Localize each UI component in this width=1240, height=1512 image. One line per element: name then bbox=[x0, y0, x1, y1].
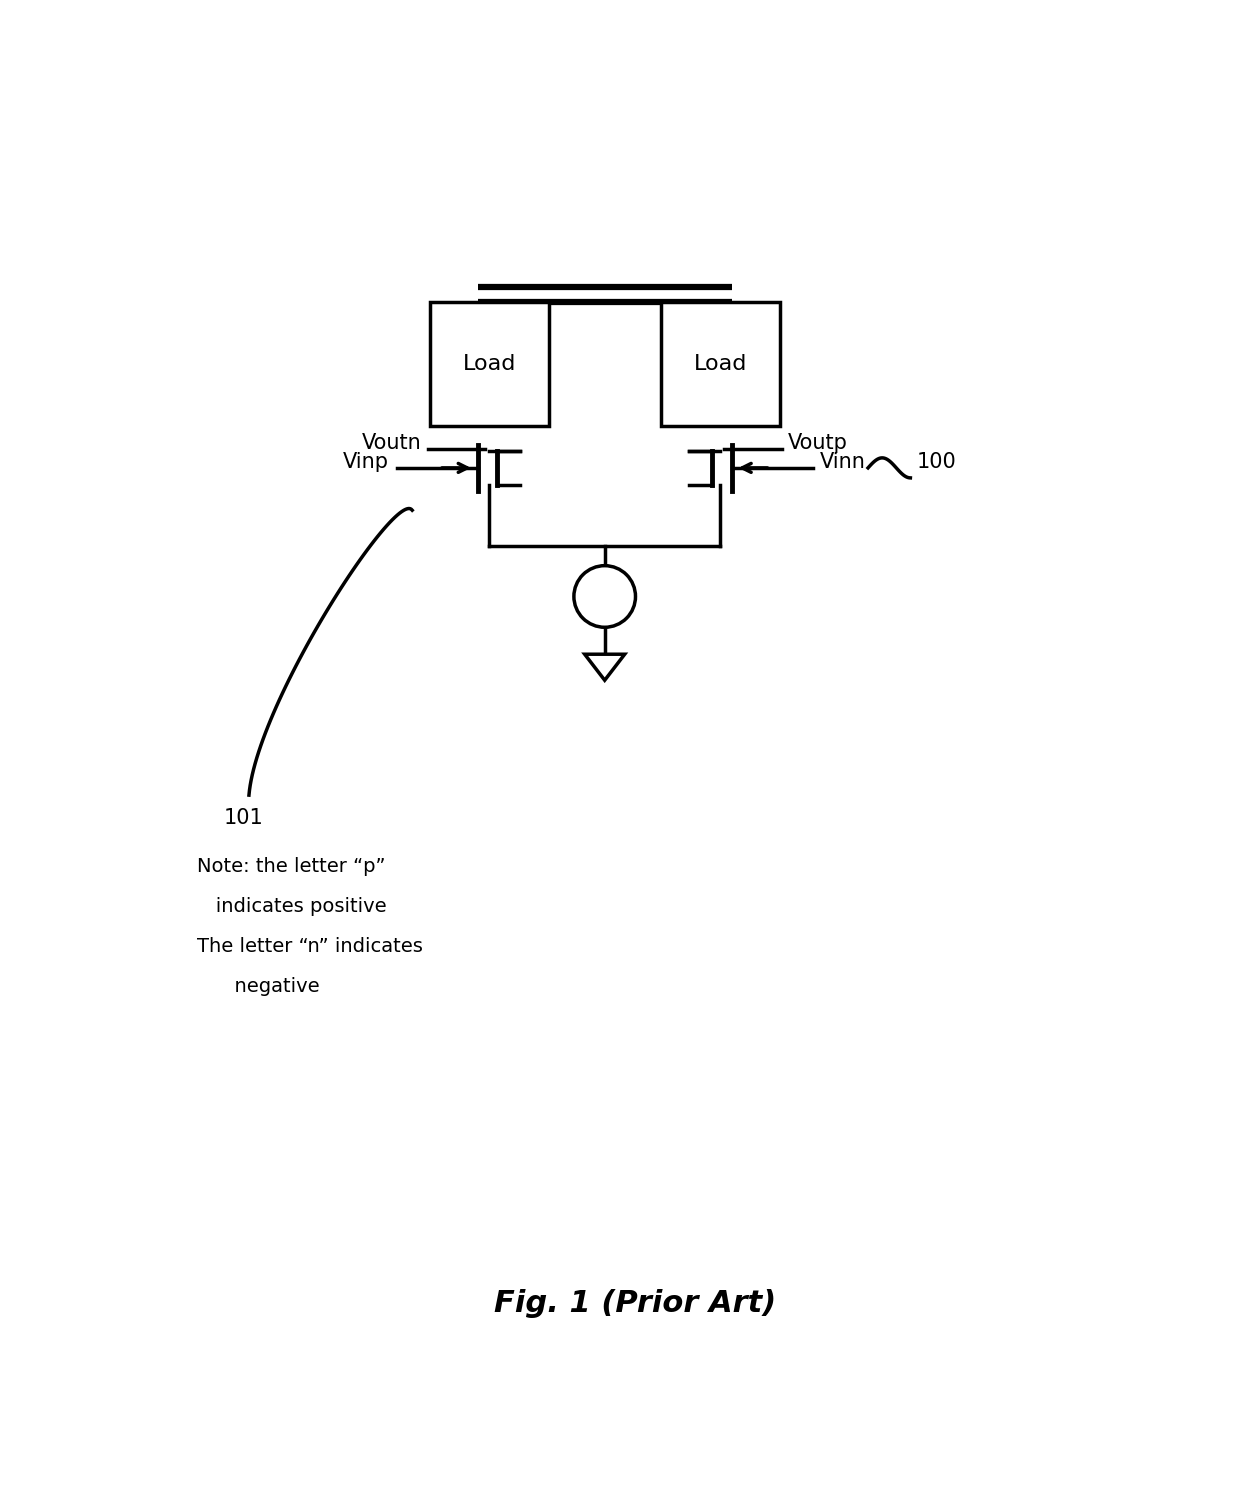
Polygon shape bbox=[585, 655, 625, 680]
Text: 100: 100 bbox=[916, 452, 956, 472]
Text: Load: Load bbox=[463, 354, 516, 373]
Text: The letter “n” indicates: The letter “n” indicates bbox=[197, 937, 423, 956]
Text: Fig. 1 (Prior Art): Fig. 1 (Prior Art) bbox=[495, 1288, 776, 1318]
Bar bbox=[661, 302, 780, 425]
Text: negative: negative bbox=[197, 977, 319, 996]
Circle shape bbox=[574, 565, 635, 627]
Bar bbox=[429, 302, 549, 425]
Text: 101: 101 bbox=[223, 809, 263, 829]
Text: Vinp: Vinp bbox=[343, 452, 389, 472]
Text: Vinn: Vinn bbox=[821, 452, 867, 472]
Text: indicates positive: indicates positive bbox=[197, 897, 386, 916]
Text: Note: the letter “p”: Note: the letter “p” bbox=[197, 857, 386, 875]
Text: Load: Load bbox=[693, 354, 746, 373]
Text: Voutp: Voutp bbox=[787, 434, 848, 454]
Text: Voutn: Voutn bbox=[362, 434, 422, 454]
